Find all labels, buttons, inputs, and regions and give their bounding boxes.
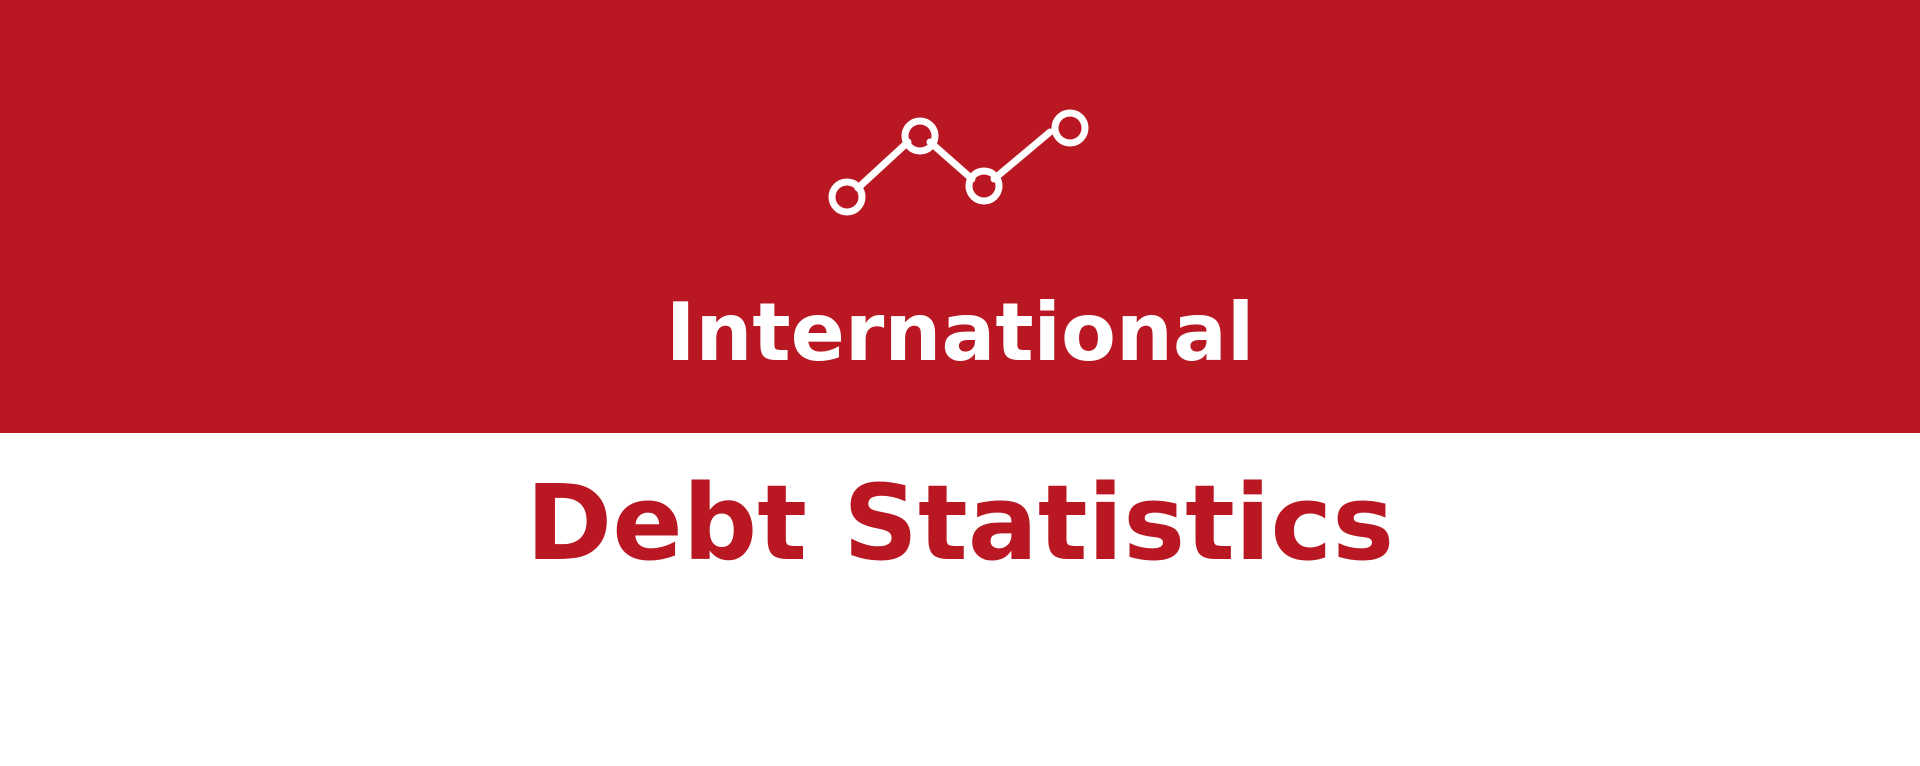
title-line-international: International <box>665 286 1255 379</box>
header-banner: International <box>0 0 1920 433</box>
line-chart-icon <box>828 109 1089 216</box>
title-line-debt-statistics: Debt Statistics <box>525 462 1395 584</box>
